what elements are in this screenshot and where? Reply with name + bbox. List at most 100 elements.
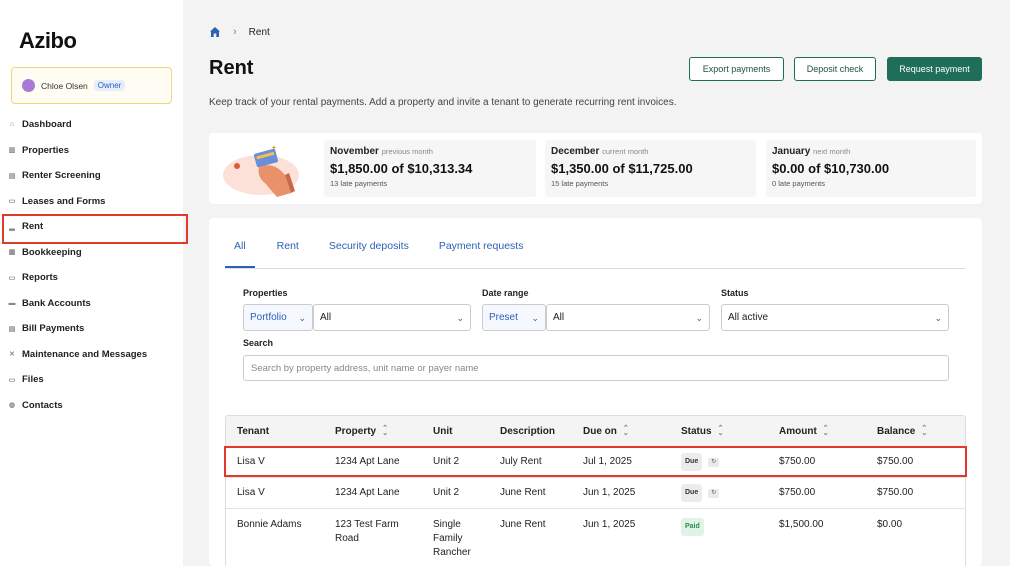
table-row[interactable]: Lisa V 1234 Apt Lane Unit 2 June Rent Ju… <box>226 478 965 509</box>
chevron-down-icon: ⌄ <box>934 313 942 323</box>
breadcrumb-current: Rent <box>248 26 270 38</box>
sort-icon[interactable]: ⌃ ⌄ <box>822 425 829 437</box>
chevron-down-icon: ⌄ <box>456 313 464 323</box>
summary-strip: ✦ November previous month $1,850.00 of $… <box>209 133 982 204</box>
tab-security-deposits[interactable]: Security deposits <box>328 240 409 252</box>
cell-balance: $0.00 <box>877 519 903 530</box>
sidebar-item-reports[interactable]: ▭ Reports <box>0 265 183 291</box>
summary-amount: $1,350.00 of $11,725.00 <box>551 161 693 176</box>
page-title: Rent <box>209 57 254 79</box>
sidebar-item-label: Bill Payments <box>22 323 85 335</box>
sidebar-item-bill-payments[interactable]: ▤ Bill Payments <box>0 316 183 342</box>
summary-card-current: December current month $1,350.00 of $11,… <box>545 140 756 197</box>
column-unit: Unit <box>422 426 489 437</box>
properties-value: All <box>320 312 332 323</box>
properties-label: Properties <box>243 288 288 298</box>
export-payments-button[interactable]: Export payments <box>689 57 784 81</box>
sort-icon[interactable]: ⌃ ⌄ <box>622 425 629 437</box>
summary-late: 15 late payments <box>551 179 609 188</box>
sidebar-item-label: Rent <box>22 221 44 233</box>
sidebar-item-dashboard[interactable]: ⌂ Dashboard <box>0 112 183 138</box>
column-label: Unit <box>433 425 453 437</box>
page-subtitle: Keep track of your rental payments. Add … <box>209 97 677 108</box>
search-input[interactable] <box>243 355 949 381</box>
date-mode-value: Preset <box>489 312 518 323</box>
sidebar-item-bookkeeping[interactable]: ▦ Bookkeeping <box>0 240 183 266</box>
table-row[interactable]: Lisa V 1234 Apt Lane Unit 2 July Rent Ju… <box>224 446 967 478</box>
sidebar-item-files[interactable]: ▭ Files <box>0 367 183 393</box>
sidebar-item-leases[interactable]: ▭ Leases and Forms <box>0 189 183 215</box>
column-status[interactable]: Status ⌃ ⌄ <box>670 425 768 437</box>
user-card[interactable]: Chloe Olsen Owner <box>11 67 172 104</box>
search-label: Search <box>243 338 274 348</box>
cell-property: 1234 Apt Lane <box>335 487 400 498</box>
cell-amount: $1,500.00 <box>779 519 824 530</box>
column-balance[interactable]: Balance ⌃ ⌄ <box>866 425 965 437</box>
deposit-check-button[interactable]: Deposit check <box>794 57 876 81</box>
sidebar-item-maintenance[interactable]: ✕ Maintenance and Messages <box>0 342 183 368</box>
date-range-label: Date range <box>482 288 529 298</box>
column-label: Status <box>681 425 712 437</box>
status-badge: Due <box>681 453 703 471</box>
sidebar-item-rent[interactable]: ▂ Rent <box>0 214 188 244</box>
cell-description: July Rent <box>500 456 542 467</box>
date-range-value: All <box>553 312 565 323</box>
user-name: Chloe Olsen <box>41 80 88 91</box>
document-icon: ▭ <box>8 198 16 206</box>
payments-panel: All Rent Security deposits Payment reque… <box>209 218 982 566</box>
cell-balance: $750.00 <box>877 487 914 498</box>
chevron-right-icon: › <box>233 26 237 38</box>
home-icon: ⌂ <box>9 121 15 129</box>
properties-select[interactable]: All ⌄ <box>313 304 471 331</box>
column-due-on[interactable]: Due on ⌃ ⌄ <box>572 425 670 437</box>
column-label: Property <box>335 425 377 437</box>
sidebar-item-bank-accounts[interactable]: ▬ Bank Accounts <box>0 291 183 317</box>
chart-icon: ▂ <box>9 223 15 231</box>
summary-late: 0 late payments <box>772 179 825 188</box>
breadcrumb: › Rent <box>209 26 270 38</box>
column-description: Description <box>489 426 572 437</box>
tab-payment-requests[interactable]: Payment requests <box>438 240 524 252</box>
cell-tenant: Bonnie Adams <box>237 519 302 530</box>
app-logo[interactable]: Azibo <box>19 28 77 53</box>
chevron-down-icon: ⌄ <box>531 313 539 323</box>
sidebar-item-label: Properties <box>22 144 69 156</box>
request-payment-button[interactable]: Request payment <box>887 57 982 81</box>
cell-property: 123 Test Farm Road <box>335 519 399 544</box>
properties-mode-select[interactable]: Portfolio ⌄ <box>243 304 313 331</box>
sort-icon[interactable]: ⌃ ⌄ <box>921 425 928 437</box>
cell-unit: Single Family Rancher <box>433 519 471 558</box>
column-tenant: Tenant <box>226 426 324 437</box>
cell-status: Paid <box>670 518 768 536</box>
summary-tag: next month <box>813 147 851 156</box>
column-property[interactable]: Property ⌃ ⌄ <box>324 425 422 437</box>
date-range-select[interactable]: All ⌄ <box>546 304 710 331</box>
svg-text:✦: ✦ <box>271 144 277 152</box>
summary-card-next: January next month $0.00 of $10,730.00 0… <box>766 140 976 197</box>
sidebar-item-label: Maintenance and Messages <box>22 348 148 360</box>
status-select[interactable]: All active ⌄ <box>721 304 949 331</box>
column-amount[interactable]: Amount ⌃ ⌄ <box>768 425 866 437</box>
cell-status: Due ↻ <box>670 453 768 471</box>
cell-description: June Rent <box>500 487 546 498</box>
tab-all[interactable]: All <box>225 240 255 268</box>
payment-illustration: ✦ <box>223 144 299 197</box>
cell-amount: $750.00 <box>779 456 816 467</box>
table-row[interactable]: Bonnie Adams 123 Test Farm Road Single F… <box>226 509 965 566</box>
sidebar-item-renter-screening[interactable]: ▤ Renter Screening <box>0 163 183 189</box>
payment-tabs: All Rent Security deposits Payment reque… <box>225 240 966 269</box>
tab-rent[interactable]: Rent <box>276 240 299 252</box>
home-icon[interactable] <box>209 26 221 38</box>
summary-amount: $0.00 of $10,730.00 <box>772 161 890 176</box>
cell-unit: Unit 2 <box>433 487 460 498</box>
sort-icon[interactable]: ⌃ ⌄ <box>382 425 388 437</box>
column-label: Tenant <box>237 425 270 437</box>
sidebar-item-label: Renter Screening <box>22 170 101 182</box>
contacts-icon: ◍ <box>8 402 16 410</box>
main-content: › Rent Rent Export payments Deposit chec… <box>183 0 1010 566</box>
sidebar-item-properties[interactable]: ▥ Properties <box>0 138 183 164</box>
status-value: All active <box>728 312 769 323</box>
sort-icon[interactable]: ⌃ ⌄ <box>717 425 724 437</box>
date-mode-select[interactable]: Preset ⌄ <box>482 304 546 331</box>
sidebar-item-contacts[interactable]: ◍ Contacts <box>0 393 183 419</box>
